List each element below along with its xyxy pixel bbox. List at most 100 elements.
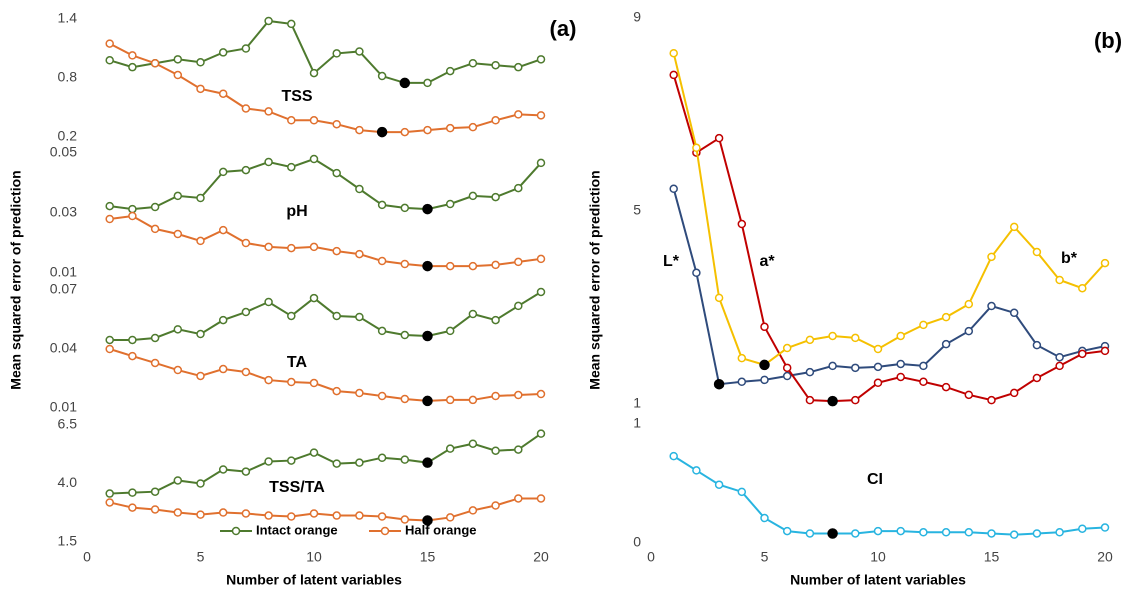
data-point [873, 378, 883, 388]
data-point [468, 122, 478, 132]
data-point [196, 84, 205, 94]
data-point [264, 457, 273, 466]
data-point [669, 184, 678, 194]
data-point [964, 390, 974, 400]
data-point [332, 386, 341, 396]
data-point [309, 509, 319, 518]
data-point [669, 70, 678, 80]
data-point [105, 56, 114, 65]
data-point [128, 335, 137, 345]
data-point [173, 325, 183, 334]
data-point [241, 307, 251, 317]
selected-point [759, 359, 770, 371]
x-tick-label: 0 [83, 549, 91, 565]
data-point [919, 320, 928, 330]
y-tick-label: 0 [633, 534, 641, 550]
data-point [287, 19, 296, 29]
data-point [241, 467, 251, 476]
subplot-label: TSS [281, 88, 312, 105]
data-point [332, 49, 341, 58]
data-point [128, 204, 137, 214]
data-point [400, 203, 410, 213]
data-point [896, 526, 905, 536]
y-tick-label: 0.03 [50, 204, 77, 220]
data-point [196, 58, 205, 67]
y-tick-label: 9 [633, 9, 641, 25]
panel-label: (a) [550, 16, 577, 41]
data-point [692, 466, 701, 475]
data-point [150, 505, 160, 514]
data-point [1009, 308, 1019, 318]
data-point [218, 89, 228, 98]
data-point [941, 312, 951, 322]
data-point [468, 261, 478, 271]
data-point [468, 439, 478, 448]
data-point [332, 119, 341, 129]
data-point [309, 242, 319, 252]
data-point [377, 256, 387, 266]
data-point [669, 451, 678, 461]
data-point [851, 333, 860, 343]
subplot-label: TSS/TA [269, 479, 325, 496]
data-point [828, 331, 837, 341]
x-tick-label: 15 [420, 549, 436, 565]
data-point [987, 395, 996, 405]
legend-marker [231, 526, 241, 536]
data-point [536, 111, 546, 120]
data-point [896, 359, 905, 369]
data-point [1100, 258, 1110, 268]
data-point [173, 70, 183, 80]
series-label: a* [759, 253, 775, 270]
data-point [514, 183, 523, 193]
data-point [355, 388, 364, 398]
data-point [514, 257, 523, 267]
data-point [377, 391, 387, 401]
y-tick-label: 0.07 [50, 281, 77, 297]
data-point [536, 287, 546, 297]
data-point [1032, 247, 1042, 257]
data-point [128, 488, 137, 497]
data-point [468, 309, 478, 319]
data-point [468, 506, 478, 515]
x-tick-label: 10 [870, 549, 886, 565]
y-tick-label: 0.04 [50, 340, 77, 356]
data-point [423, 78, 432, 88]
data-point [173, 191, 183, 201]
data-point [1032, 340, 1042, 350]
series-line [672, 188, 1106, 386]
data-point [287, 162, 296, 172]
series-label: L* [663, 253, 680, 270]
y-tick-label: 5 [633, 202, 641, 218]
y-axis-label: Mean squared error of prediction [8, 170, 24, 389]
data-point [1055, 361, 1064, 371]
data-point [105, 214, 114, 224]
data-point [128, 351, 137, 361]
data-point [241, 509, 251, 518]
data-point [218, 167, 228, 177]
data-point [714, 293, 724, 303]
data-point [355, 249, 364, 259]
data-point [514, 390, 523, 400]
data-point [1055, 275, 1064, 285]
data-point [919, 361, 928, 371]
data-point [355, 184, 364, 194]
data-point [491, 116, 500, 125]
data-point [400, 259, 410, 269]
data-point [128, 62, 137, 72]
data-point [851, 395, 860, 405]
data-point [828, 361, 837, 371]
data-point [377, 326, 387, 336]
subplot-label: pH [286, 203, 307, 220]
data-point [400, 515, 410, 524]
data-point [309, 378, 319, 388]
data-point [987, 252, 996, 262]
data-point [264, 375, 273, 385]
y-tick-label: 0.01 [50, 264, 77, 280]
data-point [218, 364, 228, 374]
data-point [355, 458, 364, 467]
data-point [1009, 530, 1019, 539]
data-point [491, 315, 500, 325]
data-point [105, 489, 114, 498]
data-point [196, 510, 205, 519]
data-point [150, 358, 160, 368]
